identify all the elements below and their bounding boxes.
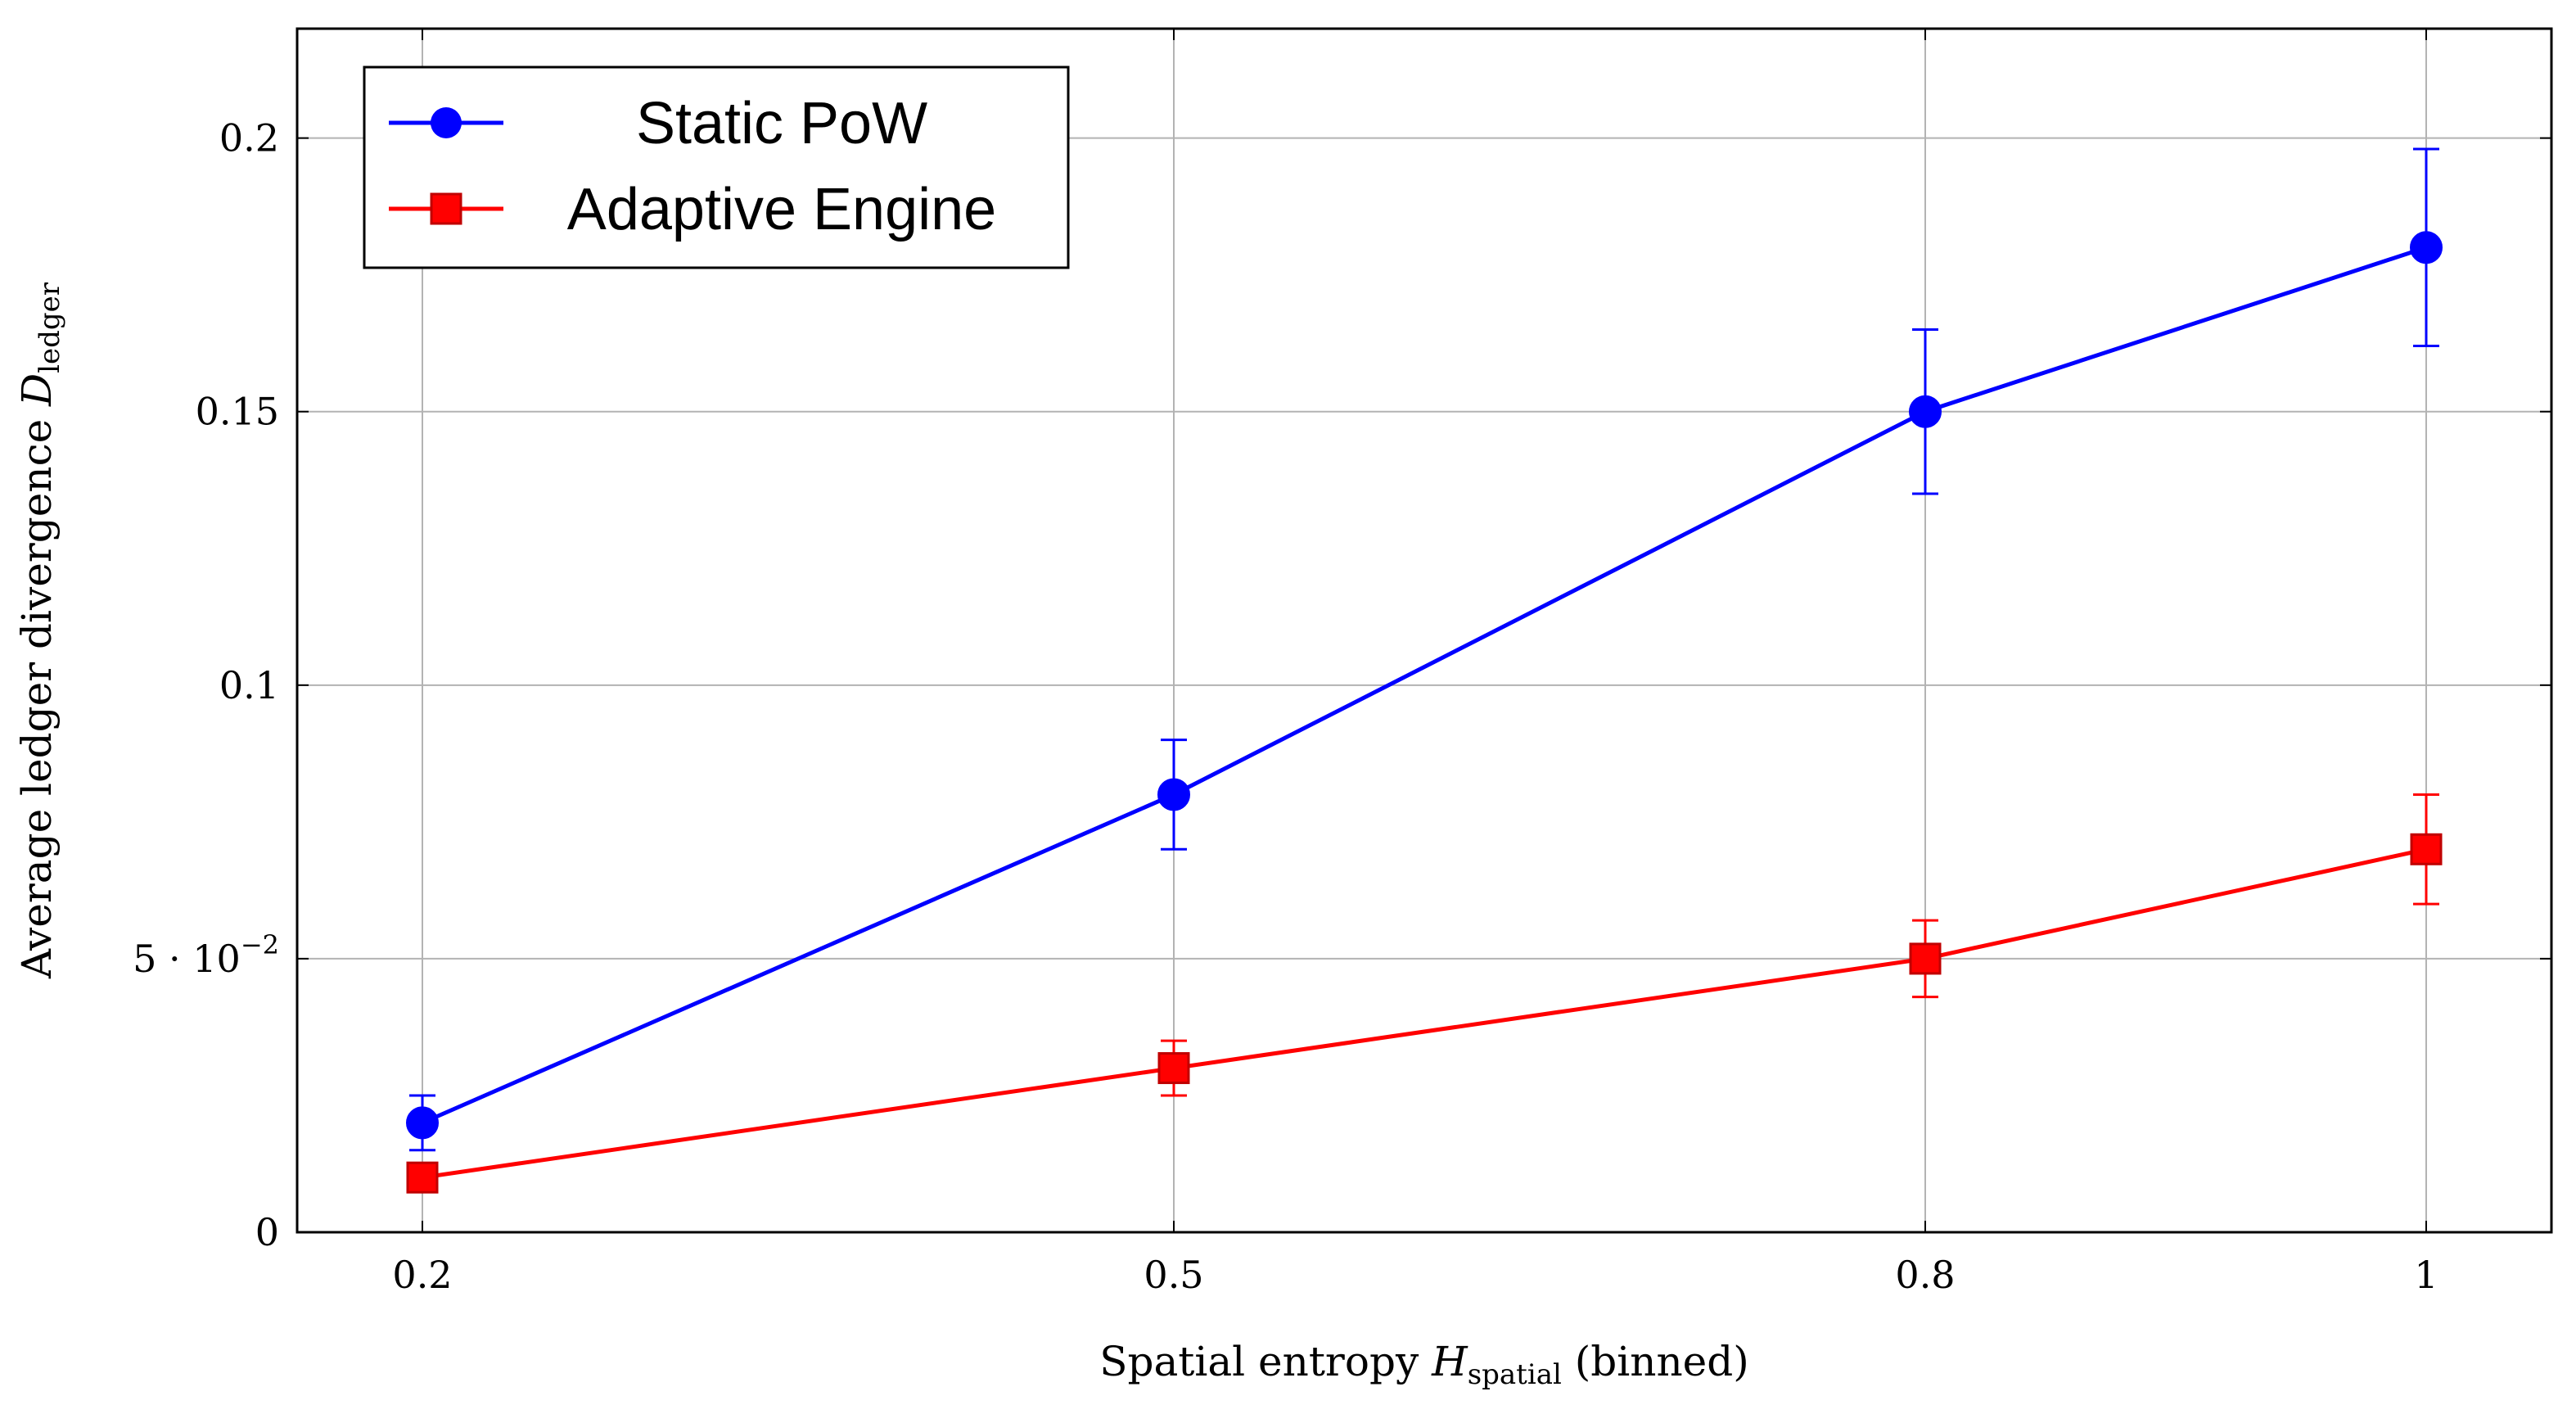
series-group <box>406 147 2443 1194</box>
data-point <box>406 1161 439 1194</box>
x-tick-label: 1 <box>2414 1253 2438 1297</box>
legend-label: Adaptive Engine <box>567 177 996 242</box>
data-point <box>2410 833 2443 865</box>
data-point <box>1157 1052 1190 1085</box>
y-axis-title: Average ledger divergence Dledger <box>13 282 66 979</box>
legend-box <box>363 66 1070 269</box>
data-point <box>1909 395 1942 428</box>
y-tick-label: 0.1 <box>219 663 279 707</box>
data-point <box>406 1106 439 1140</box>
series-adaptive-engine <box>406 793 2443 1194</box>
y-tick-label: 5 · 10−2 <box>133 929 279 981</box>
data-point <box>1909 942 1942 975</box>
legend-entry: Static PoW <box>389 91 927 156</box>
plot-frame <box>295 27 2553 1234</box>
data-point <box>1157 778 1190 811</box>
legend: Static PoW Adaptive Engine <box>363 66 1070 269</box>
x-tick-label: 0.5 <box>1144 1253 1203 1297</box>
y-tick-label: 0.2 <box>219 116 279 160</box>
x-tick-label: 0.8 <box>1895 1253 1955 1297</box>
axis-ticks: 0.2 0.5 0.8 1 0 5 · 10−2 0.1 0.15 0.2 <box>133 29 2551 1297</box>
series-line <box>422 847 2427 1180</box>
y-tick-label: 0.15 <box>196 390 279 434</box>
x-axis-title: Spatial entropy Hspatial (binned) <box>1099 1338 1749 1391</box>
series-static-pow <box>406 147 2443 1152</box>
x-tick-label: 0.2 <box>392 1253 452 1297</box>
y-tick-label: 0 <box>255 1210 279 1254</box>
legend-entry: Adaptive Engine <box>389 177 996 242</box>
series-line <box>421 245 2427 1125</box>
legend-marker <box>430 192 462 225</box>
legend-label: Static PoW <box>636 91 927 156</box>
data-point <box>2410 231 2443 264</box>
legend-marker <box>431 107 462 138</box>
